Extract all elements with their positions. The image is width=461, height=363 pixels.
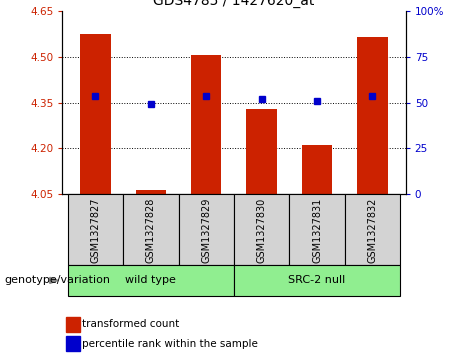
Polygon shape (50, 277, 58, 284)
Bar (302, 145, 332, 194)
Bar (123, 194, 178, 265)
Bar (247, 109, 277, 194)
Text: GSM1327828: GSM1327828 (146, 198, 156, 263)
Text: SRC-2 null: SRC-2 null (289, 276, 346, 285)
Text: GSM1327830: GSM1327830 (257, 198, 266, 263)
Text: GSM1327829: GSM1327829 (201, 198, 211, 263)
Bar (191, 55, 221, 194)
Bar (234, 265, 400, 296)
Bar (65, 336, 80, 351)
Bar (80, 34, 111, 194)
Bar (345, 194, 400, 265)
Title: GDS4785 / 1427620_at: GDS4785 / 1427620_at (153, 0, 315, 8)
Bar (290, 194, 345, 265)
Text: genotype/variation: genotype/variation (5, 276, 111, 285)
Bar (65, 317, 80, 332)
Bar (136, 189, 166, 194)
Bar (357, 37, 388, 194)
Text: wild type: wild type (125, 276, 176, 285)
Bar (68, 194, 123, 265)
Text: GSM1327827: GSM1327827 (90, 198, 100, 263)
Text: percentile rank within the sample: percentile rank within the sample (83, 339, 258, 349)
Bar (234, 194, 290, 265)
Bar (178, 194, 234, 265)
Text: GSM1327832: GSM1327832 (367, 198, 378, 263)
Bar (68, 265, 234, 296)
Text: transformed count: transformed count (83, 319, 180, 329)
Text: GSM1327831: GSM1327831 (312, 198, 322, 263)
